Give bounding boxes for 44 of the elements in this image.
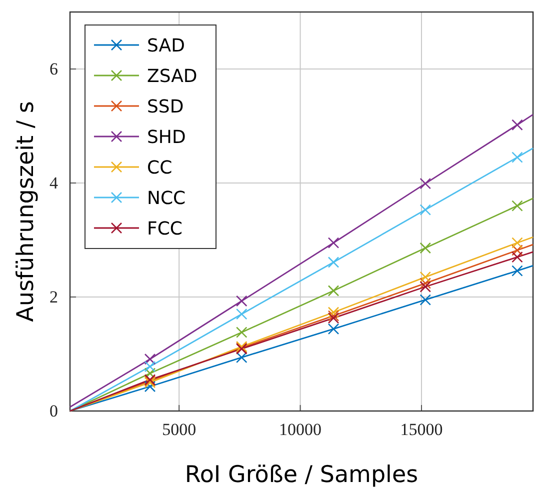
point — [512, 244, 523, 256]
point — [328, 256, 340, 268]
legend-label: SHD — [147, 127, 186, 148]
point — [236, 326, 248, 338]
point — [328, 323, 340, 335]
x-tick-label: 15000 — [400, 420, 443, 440]
point — [420, 294, 432, 306]
point — [328, 306, 340, 318]
point — [512, 237, 523, 248]
point — [512, 200, 523, 212]
y-tick-label: 4 — [50, 173, 58, 192]
legend-label: NCC — [147, 188, 186, 209]
point — [144, 360, 156, 372]
point — [420, 204, 432, 216]
y-tick-label: 0 — [50, 401, 58, 420]
point — [328, 312, 340, 324]
point — [236, 295, 248, 307]
y-tick-label: 6 — [50, 59, 58, 78]
point — [420, 242, 432, 254]
legend-label: ZSAD — [147, 66, 198, 87]
point — [512, 265, 523, 276]
point — [512, 152, 523, 163]
y-tick-label: 2 — [50, 287, 58, 306]
legend-label: FCC — [147, 218, 182, 240]
point — [236, 308, 248, 320]
point — [328, 285, 340, 296]
point — [420, 271, 432, 283]
point — [420, 278, 432, 289]
y-axis-title: Ausführungszeit / s — [13, 101, 39, 322]
point — [420, 281, 432, 292]
point — [236, 352, 248, 364]
point — [328, 237, 340, 248]
point — [512, 119, 523, 131]
legend-label: SSD — [147, 96, 184, 118]
x-tick-label: 5000 — [162, 420, 196, 440]
point — [144, 380, 156, 392]
point — [512, 251, 523, 263]
point — [328, 310, 340, 322]
x-tick-label: 10000 — [279, 420, 322, 440]
legend-label: SAD — [147, 36, 185, 56]
legend-label: CC — [147, 158, 172, 178]
point — [420, 178, 432, 190]
x-axis-title: RoI Größe / Samples — [184, 462, 418, 488]
point — [144, 353, 156, 365]
